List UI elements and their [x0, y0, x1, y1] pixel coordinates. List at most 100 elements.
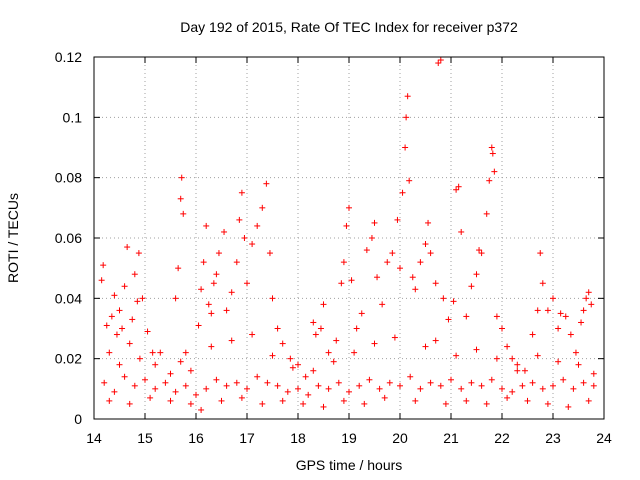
data-point	[509, 355, 516, 362]
data-point	[126, 340, 133, 347]
data-point	[504, 394, 511, 401]
data-point	[124, 244, 131, 251]
data-point	[394, 216, 401, 223]
data-point	[468, 283, 475, 290]
data-point	[504, 343, 511, 350]
data-point	[437, 382, 444, 389]
data-point	[544, 307, 551, 314]
x-tick-label: 19	[341, 430, 357, 446]
data-point	[213, 271, 220, 278]
data-point	[134, 298, 141, 305]
data-point	[333, 337, 340, 344]
data-point	[340, 397, 347, 404]
data-point	[205, 301, 212, 308]
data-point	[100, 262, 107, 269]
x-tick-label: 20	[392, 430, 408, 446]
data-point	[397, 382, 403, 389]
x-tick-label: 16	[188, 430, 204, 446]
data-point	[178, 174, 185, 181]
data-point	[343, 222, 350, 229]
x-tick-label: 21	[443, 430, 459, 446]
x-tick-label: 17	[239, 430, 255, 446]
data-point	[578, 319, 585, 326]
data-point	[432, 280, 439, 287]
x-tick-label: 15	[137, 430, 153, 446]
data-point	[358, 310, 365, 317]
data-point	[116, 361, 123, 368]
data-point	[458, 228, 465, 235]
data-point	[142, 376, 148, 383]
data-point	[409, 274, 416, 281]
plot-frame	[93, 56, 605, 420]
data-point	[537, 250, 544, 257]
data-point	[236, 216, 243, 223]
data-point	[402, 144, 409, 151]
data-point	[182, 382, 189, 389]
data-point	[103, 322, 110, 329]
y-tick-label: 0.12	[55, 49, 82, 65]
data-point	[315, 382, 322, 389]
data-point	[180, 210, 187, 217]
data-point	[238, 189, 245, 196]
data-point	[244, 280, 250, 287]
data-point	[200, 259, 207, 266]
data-point	[157, 349, 164, 356]
data-point	[417, 385, 424, 392]
data-point	[488, 144, 495, 151]
data-point	[167, 370, 174, 377]
data-point	[193, 391, 199, 398]
y-tick-label: 0.06	[55, 230, 82, 246]
data-point	[403, 114, 410, 121]
data-point	[575, 361, 582, 368]
data-point	[136, 355, 143, 362]
data-point	[302, 373, 309, 380]
data-point	[473, 346, 480, 353]
data-point	[144, 328, 151, 335]
data-point	[121, 373, 128, 380]
data-point	[529, 331, 536, 338]
data-point	[289, 364, 296, 371]
data-point	[249, 331, 256, 338]
data-point	[478, 382, 485, 389]
data-point	[269, 295, 276, 302]
data-point	[131, 271, 138, 278]
data-point	[458, 385, 465, 392]
data-point	[371, 219, 378, 226]
data-point	[320, 301, 327, 308]
data-point	[330, 358, 337, 365]
data-point	[305, 391, 312, 398]
data-point	[580, 379, 587, 386]
data-point	[529, 379, 536, 386]
data-point	[335, 379, 342, 386]
data-point	[203, 385, 210, 392]
data-point	[555, 325, 562, 332]
data-point	[417, 259, 424, 266]
data-point	[119, 325, 126, 332]
data-point	[534, 307, 541, 314]
data-point	[101, 379, 108, 386]
data-point	[274, 325, 281, 332]
data-point	[397, 265, 403, 272]
data-point	[539, 385, 546, 392]
data-point	[295, 385, 301, 392]
data-point	[317, 325, 324, 332]
data-point	[406, 177, 413, 184]
data-point	[98, 277, 105, 284]
data-point	[422, 241, 429, 248]
data-point	[580, 307, 587, 314]
data-point	[177, 358, 184, 365]
data-point	[218, 397, 225, 404]
data-point	[259, 400, 266, 407]
data-point	[381, 394, 388, 401]
data-point	[131, 382, 138, 389]
data-point	[524, 397, 531, 404]
data-point	[223, 382, 230, 389]
data-point	[448, 376, 454, 383]
data-point	[348, 277, 355, 284]
data-point	[152, 385, 159, 392]
data-point	[172, 388, 179, 395]
data-point	[221, 228, 228, 235]
data-point	[486, 177, 493, 184]
data-point	[353, 325, 360, 332]
